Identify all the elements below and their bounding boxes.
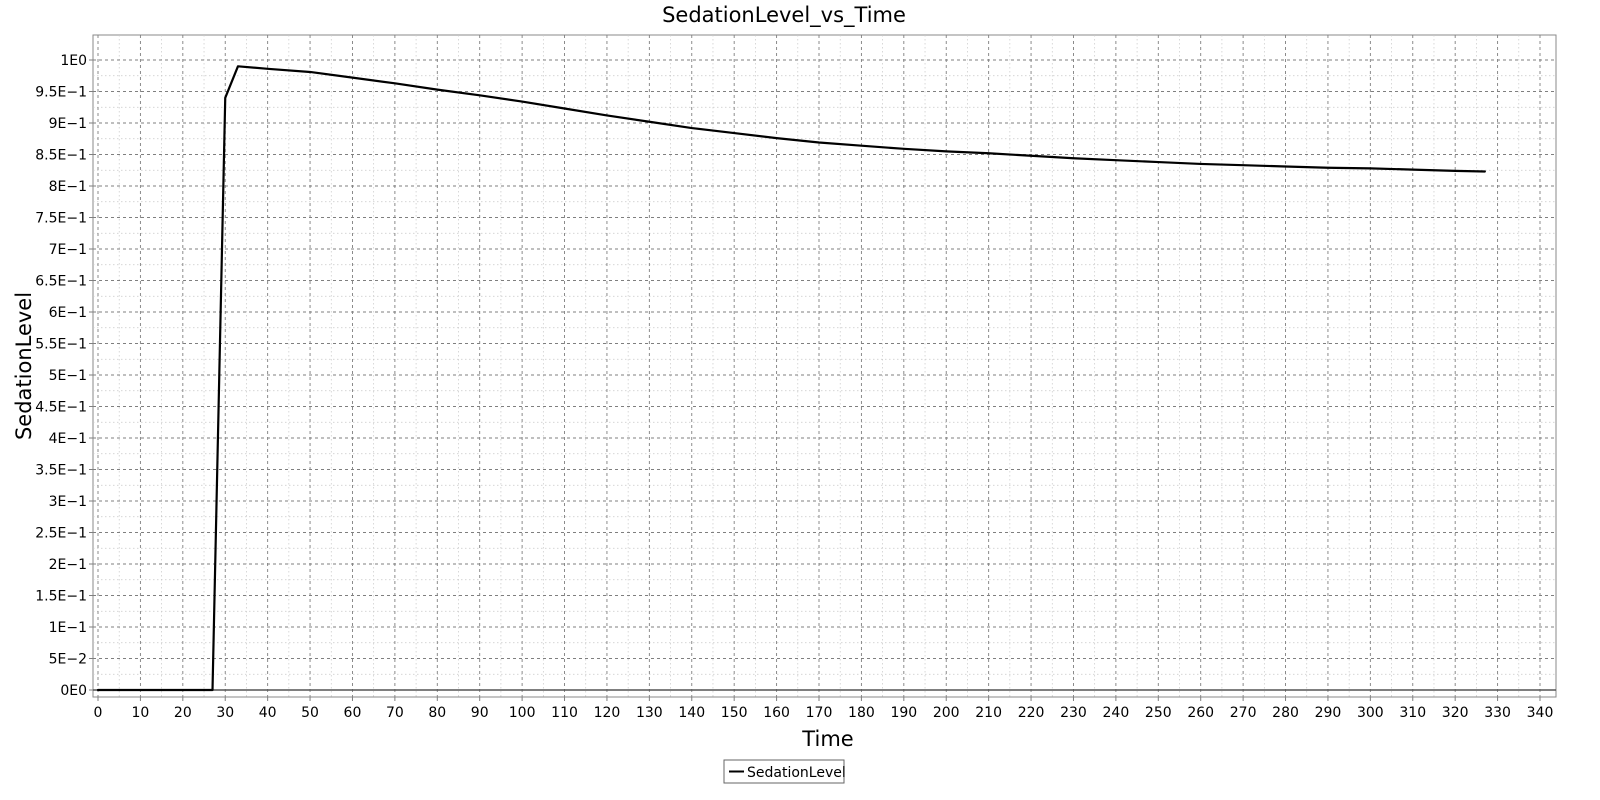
x-tick-label: 170 bbox=[806, 705, 833, 721]
x-tick-label: 160 bbox=[763, 705, 790, 721]
y-tick-label: 7.5E−1 bbox=[35, 211, 87, 227]
x-tick-label: 10 bbox=[131, 705, 149, 721]
y-tick-label: 8E−1 bbox=[49, 179, 87, 195]
x-tick-label: 260 bbox=[1187, 705, 1214, 721]
x-tick-label: 210 bbox=[975, 705, 1002, 721]
x-tick-label: 100 bbox=[509, 705, 536, 721]
y-tick-label: 7E−1 bbox=[49, 242, 87, 258]
x-tick-label: 290 bbox=[1315, 705, 1342, 721]
series-layer bbox=[96, 65, 1486, 692]
y-tick-label: 5E−2 bbox=[49, 652, 87, 668]
x-axis-title: Time bbox=[801, 727, 853, 751]
y-tick-label: 2E−1 bbox=[49, 557, 87, 573]
x-tick-label: 130 bbox=[636, 705, 663, 721]
y-tick-label: 6E−1 bbox=[49, 305, 87, 321]
x-tick-label: 300 bbox=[1357, 705, 1384, 721]
y-tick-label: 4E−1 bbox=[49, 431, 87, 447]
x-tick-label: 50 bbox=[301, 705, 319, 721]
y-tick-label: 9E−1 bbox=[49, 116, 87, 132]
y-tick-label: 1.5E−1 bbox=[35, 589, 87, 605]
x-tick-label: 270 bbox=[1230, 705, 1257, 721]
x-tick-label: 190 bbox=[890, 705, 917, 721]
x-tick-label: 200 bbox=[933, 705, 960, 721]
x-tick-label: 20 bbox=[174, 705, 192, 721]
x-tick-label: 320 bbox=[1442, 705, 1469, 721]
x-tick-label: 280 bbox=[1272, 705, 1299, 721]
y-tick-label: 2.5E−1 bbox=[35, 526, 87, 542]
legend-series-label: SedationLevel bbox=[747, 765, 846, 781]
y-tick-label: 8.5E−1 bbox=[35, 148, 87, 164]
x-tick-label: 150 bbox=[721, 705, 748, 721]
y-tick-label: 4.5E−1 bbox=[35, 400, 87, 416]
chart-title: SedationLevel_vs_Time bbox=[662, 3, 906, 28]
x-tick-label: 250 bbox=[1145, 705, 1172, 721]
axis-layer: 0 10 20 30 40 50 60 70 80 90 100 110 120 130 140 150 160… bbox=[35, 53, 1553, 721]
x-tick-label: 0 bbox=[94, 705, 103, 721]
x-tick-label: 70 bbox=[386, 705, 404, 721]
x-tick-label: 220 bbox=[1018, 705, 1045, 721]
y-tick-label: 3E−1 bbox=[49, 494, 87, 510]
x-tick-label: 310 bbox=[1399, 705, 1426, 721]
y-tick-label: 5E−1 bbox=[49, 368, 87, 384]
x-tick-label: 80 bbox=[428, 705, 446, 721]
x-tick-label: 120 bbox=[594, 705, 621, 721]
x-tick-label: 330 bbox=[1484, 705, 1511, 721]
y-tick-label: 1E−1 bbox=[49, 620, 87, 636]
plot-area bbox=[92, 34, 1557, 698]
y-tick-label: 9.5E−1 bbox=[35, 85, 87, 101]
y-tick-label: 3.5E−1 bbox=[35, 463, 87, 479]
series-line-sedationlevel bbox=[96, 65, 1486, 692]
x-tick-label: 340 bbox=[1527, 705, 1554, 721]
x-tick-label: 180 bbox=[848, 705, 875, 721]
x-tick-label: 60 bbox=[344, 705, 362, 721]
y-tick-label: 0E0 bbox=[60, 683, 87, 699]
x-tick-label: 30 bbox=[216, 705, 234, 721]
x-tick-label: 110 bbox=[551, 705, 578, 721]
legend: SedationLevel bbox=[723, 759, 846, 784]
y-tick-label: 6.5E−1 bbox=[35, 274, 87, 290]
y-axis-title: SedationLevel bbox=[12, 292, 36, 440]
x-tick-label: 230 bbox=[1060, 705, 1087, 721]
x-tick-label: 90 bbox=[471, 705, 489, 721]
x-tick-label: 140 bbox=[678, 705, 705, 721]
y-tick-label: 1E0 bbox=[60, 53, 87, 69]
legend-frame bbox=[723, 759, 845, 784]
x-tick-label: 40 bbox=[259, 705, 277, 721]
y-tick-label: 5.5E−1 bbox=[35, 337, 87, 353]
x-tick-label: 240 bbox=[1103, 705, 1130, 721]
